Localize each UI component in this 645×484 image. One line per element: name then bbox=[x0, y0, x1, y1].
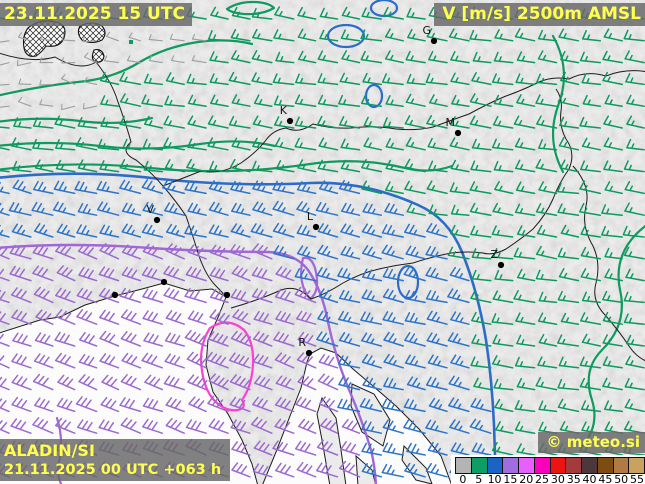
model-run-label: ALADIN/SI 21.11.2025 00 UTC +063 h bbox=[0, 438, 231, 481]
city-marker: Z bbox=[490, 248, 505, 269]
isotach-green-contour bbox=[0, 140, 277, 150]
model-name-label: ALADIN/SI bbox=[4, 440, 95, 460]
copyright-label: © meteo.si bbox=[537, 432, 645, 453]
green-marker bbox=[129, 40, 133, 44]
legend-tick-label: 25 bbox=[535, 473, 550, 484]
legend-tick-label: 35 bbox=[566, 473, 581, 484]
run-time-label: 21.11.2025 00 UTC +063 h bbox=[4, 461, 222, 478]
city-marker: R bbox=[298, 336, 313, 357]
island bbox=[316, 396, 347, 484]
island bbox=[350, 383, 391, 447]
hatched-area bbox=[91, 49, 105, 63]
city-marker bbox=[160, 278, 168, 286]
country-border bbox=[0, 52, 645, 187]
wind-speed-legend: 0 5 10 15 20 25 30 35 40 45 50 55 bbox=[451, 455, 645, 484]
legend-swatch bbox=[581, 458, 597, 473]
legend-tick-label: 30 bbox=[550, 473, 565, 484]
isotach-blue-contour bbox=[396, 264, 420, 300]
legend-tick-label: 55 bbox=[630, 473, 645, 484]
legend-tick-label: 0 bbox=[459, 473, 467, 484]
isotach-purple-contour bbox=[300, 256, 319, 301]
city-label: G bbox=[422, 24, 431, 37]
city-dot bbox=[286, 117, 294, 125]
city-marker: K bbox=[280, 104, 294, 125]
city-dot bbox=[111, 291, 119, 299]
city-dot bbox=[305, 349, 313, 357]
wind-barbs-gray bbox=[0, 31, 207, 111]
valid-time-label: 23.11.2025 15 UTC bbox=[0, 3, 192, 26]
wind-barbs-purple bbox=[0, 243, 361, 478]
city-label: R bbox=[298, 336, 306, 349]
sea-area bbox=[0, 283, 258, 484]
legend-swatch bbox=[549, 458, 566, 473]
city-dot bbox=[153, 216, 161, 224]
legend-swatch bbox=[612, 458, 629, 473]
isotach-green-contour bbox=[580, 224, 645, 448]
legend-tick-label: 15 bbox=[503, 473, 518, 484]
wind-barbs-blue bbox=[0, 179, 492, 478]
city-marker: L bbox=[307, 210, 320, 231]
city-marker: V bbox=[146, 203, 161, 224]
legend-tick-label: 40 bbox=[582, 473, 597, 484]
wind-barbs-purple4 bbox=[184, 309, 252, 391]
isotach-blue-contour bbox=[369, 0, 399, 18]
hatched-area-layer bbox=[22, 20, 133, 63]
city-dot bbox=[454, 129, 462, 137]
city-marker: G bbox=[422, 24, 438, 45]
isotach-blue-contour bbox=[0, 172, 498, 484]
legend-tick-label: 5 bbox=[475, 473, 483, 484]
city-marker bbox=[111, 291, 119, 299]
city-marker bbox=[223, 291, 231, 299]
isotach-green-contour bbox=[225, 0, 276, 16]
legend-swatch bbox=[628, 458, 644, 473]
city-label: K bbox=[280, 104, 288, 117]
isotach-purple-contour bbox=[0, 243, 378, 484]
city-label: M bbox=[446, 116, 456, 129]
isotach-green-contour bbox=[0, 39, 254, 97]
legend-swatch bbox=[596, 458, 613, 473]
legend-swatch bbox=[518, 458, 534, 473]
legend-swatch bbox=[456, 458, 471, 473]
country-border bbox=[572, 165, 645, 362]
city-dot bbox=[223, 291, 231, 299]
legend-tick-label: 50 bbox=[614, 473, 629, 484]
city-marker: M bbox=[446, 116, 462, 137]
legend-swatch bbox=[565, 458, 581, 473]
legend-swatch bbox=[470, 458, 487, 473]
legend-tick-row: 0 5 10 15 20 25 30 35 40 45 50 55 bbox=[455, 474, 645, 484]
legend-swatch bbox=[502, 458, 518, 473]
city-label: V bbox=[146, 203, 154, 216]
legend-swatch-row bbox=[455, 457, 645, 474]
isotach-blue-contour bbox=[326, 23, 366, 49]
city-label: Z bbox=[490, 248, 498, 261]
city-marker-layer: G K M V L Z R bbox=[111, 24, 505, 357]
island bbox=[401, 444, 433, 484]
legend-swatch bbox=[486, 458, 503, 473]
isotach-green-contour bbox=[551, 34, 566, 174]
city-dot bbox=[497, 261, 505, 269]
legend-tick-label: 45 bbox=[598, 473, 613, 484]
city-dot bbox=[160, 278, 168, 286]
legend-tick-label: 10 bbox=[487, 473, 502, 484]
city-dot bbox=[430, 37, 438, 45]
wind-barb-layer bbox=[0, 6, 645, 478]
city-dot bbox=[312, 223, 320, 231]
city-label: L bbox=[307, 210, 314, 223]
legend-swatch bbox=[533, 458, 550, 473]
parameter-label: V [m/s] 2500m AMSL bbox=[434, 3, 645, 26]
legend-tick-label: 20 bbox=[519, 473, 534, 484]
